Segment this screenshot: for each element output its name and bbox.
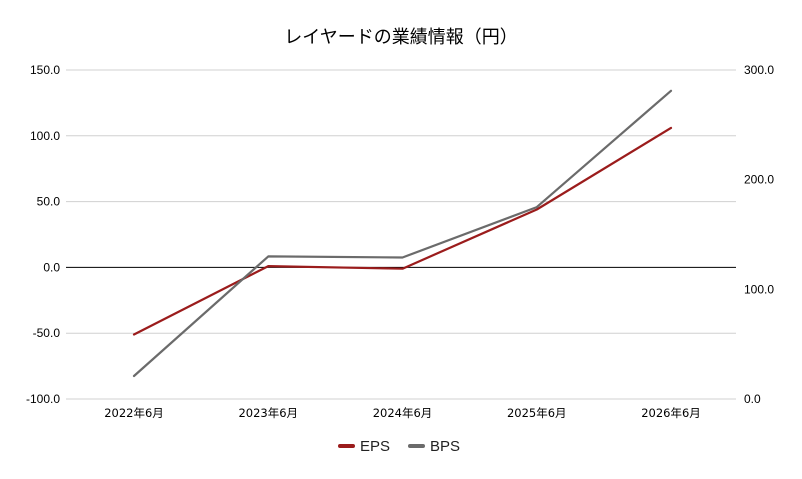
right-tick-label: 100.0: [744, 282, 774, 296]
left-tick-label: -100.0: [26, 392, 60, 406]
x-tick-label: 2025年6月: [507, 406, 567, 420]
series-layer: [132, 89, 673, 378]
legend: EPS BPS: [338, 438, 460, 455]
left-tick-label: 150.0: [30, 63, 60, 77]
left-tick-label: 0.0: [43, 260, 60, 274]
legend-label-eps: EPS: [360, 438, 390, 455]
chart-title: レイヤードの業績情報（円）: [284, 27, 517, 48]
left-y-axis: -100.0 -50.0 0.0 50.0 100.0 150.0: [26, 63, 60, 406]
series-line-eps: [132, 126, 673, 336]
legend-label-bps: BPS: [430, 438, 460, 455]
x-tick-label: 2024年6月: [373, 406, 433, 420]
x-tick-label: 2022年6月: [104, 406, 164, 420]
series-line-bps: [132, 89, 673, 378]
right-tick-label: 0.0: [744, 392, 761, 406]
left-tick-label: 50.0: [37, 195, 61, 209]
left-tick-label: 100.0: [30, 129, 60, 143]
left-tick-label: -50.0: [33, 326, 61, 340]
x-tick-label: 2026年6月: [641, 406, 701, 420]
right-y-axis: 0.0 100.0 200.0 300.0: [744, 63, 774, 406]
grid: [66, 69, 736, 400]
x-tick-label: 2023年6月: [238, 406, 298, 420]
right-tick-label: 200.0: [744, 173, 774, 187]
right-tick-label: 300.0: [744, 63, 774, 77]
x-axis: 2022年6月 2023年6月 2024年6月 2025年6月 2026年6月: [104, 406, 701, 420]
